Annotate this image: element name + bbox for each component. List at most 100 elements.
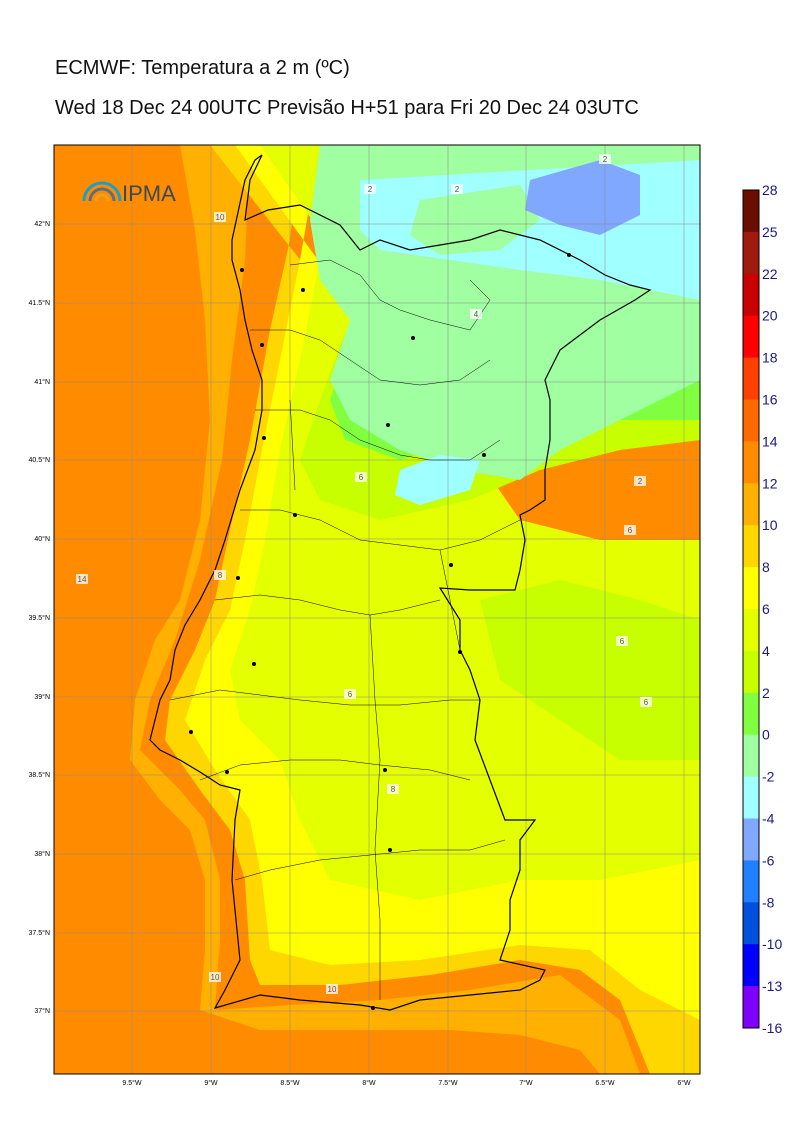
lat-lon-grid	[54, 145, 700, 1074]
lat-label: 39.5°N	[29, 614, 50, 622]
colorbar-label: 0	[762, 727, 770, 743]
lon-label: 9.5°W	[122, 1079, 142, 1087]
contour-label: 10	[216, 213, 225, 222]
colorbar-swatch	[743, 399, 759, 442]
longitude-labels: 9.5°W 9°W 8.5°W 8°W 7.5°W 7°W 6.5°W 6°W	[122, 1079, 691, 1087]
colorbar-label: -10	[762, 936, 782, 952]
contour-label-bg	[470, 309, 482, 319]
colorbar-label: 14	[762, 433, 778, 449]
contour-label: 4	[474, 310, 479, 319]
colorbar-swatch	[743, 692, 759, 736]
lon-label: 8.5°W	[280, 1079, 300, 1087]
cold-cyan-central	[395, 455, 480, 505]
lat-label: 41°N	[34, 378, 50, 386]
colorbar-label: 8	[762, 559, 770, 575]
contour-label: 6	[359, 473, 364, 482]
contour-label: 8	[218, 571, 223, 580]
latitude-labels: 42°N 41.5°N 41°N 40.5°N 40°N 39.5°N 39°N 38.5°N…	[29, 220, 50, 1015]
lat-label: 41.5°N	[29, 299, 50, 307]
colorbar-swatch	[743, 190, 759, 233]
colorbar-label: 22	[762, 266, 778, 282]
colorbar-label: 12	[762, 475, 778, 491]
contour-label-bg	[599, 154, 611, 164]
contour-label-bg	[326, 984, 338, 994]
lat-label: 38°N	[34, 850, 50, 858]
contour-label: 2	[368, 185, 373, 194]
colorbar-swatch	[743, 860, 759, 903]
contour-label: 6	[628, 526, 633, 535]
colorbar-label: 28	[762, 182, 778, 198]
contour-label-bg	[355, 472, 367, 482]
contour-label: 2	[603, 155, 608, 164]
lat-label: 37°N	[34, 1007, 50, 1015]
contour-label: 6	[620, 637, 625, 646]
contour-label-bg	[387, 784, 399, 794]
logo-text: IPMA	[122, 181, 176, 206]
colorbar-swatch	[743, 357, 759, 400]
lat-label: 40°N	[34, 535, 50, 543]
colorbar-label: 18	[762, 350, 778, 366]
colorbar-swatch	[743, 944, 759, 987]
colorbar-swatch	[743, 734, 759, 778]
contour-label-bg	[76, 574, 88, 584]
colorbar-label: 2	[762, 685, 770, 701]
contour-label: 2	[638, 477, 643, 486]
contour-label-bg	[364, 184, 376, 194]
contour-label-bg	[640, 697, 652, 707]
colorbar-label: -6	[762, 852, 775, 868]
colorbar-frame	[742, 189, 760, 1029]
colorbar-label: 6	[762, 601, 770, 617]
lon-label: 9°W	[204, 1079, 218, 1087]
lat-label: 39°N	[34, 693, 50, 701]
colorbar-swatch	[743, 315, 759, 359]
contour-label: 6	[348, 690, 353, 699]
lat-label: 38.5°N	[29, 771, 50, 779]
colorbar-swatch	[743, 441, 759, 484]
contour-label-bg	[209, 972, 221, 982]
contour-label: 2	[455, 185, 460, 194]
colorbar-swatch	[743, 483, 759, 526]
map-title: ECMWF: Temperatura a 2 m (ºC)	[55, 57, 350, 79]
city-markers	[189, 253, 571, 1010]
colorbar-label: 25	[762, 224, 778, 240]
map-subtitle: Wed 18 Dec 24 00UTC Previsão H+51 para F…	[55, 97, 639, 119]
colorbar-label: 4	[762, 643, 770, 659]
colorbar-swatch	[743, 986, 759, 1029]
colorbar-swatch	[743, 609, 759, 652]
lat-label: 40.5°N	[29, 456, 50, 464]
contour-label: 6	[644, 698, 649, 707]
country-border	[149, 154, 652, 1011]
colorbar-swatch	[743, 818, 759, 861]
colorbar-label: -16	[762, 1020, 782, 1036]
colorbar-swatch	[743, 902, 759, 945]
contour-label: 8	[391, 785, 396, 794]
contour-label: 14	[78, 575, 87, 584]
contour-label: 10	[328, 985, 337, 994]
contour-label-bg	[634, 476, 646, 486]
colorbar-label: -4	[762, 811, 775, 827]
contour-label-bg	[344, 689, 356, 699]
ipma-logo: IPMA	[82, 181, 176, 206]
pale-green-pocket	[410, 185, 540, 255]
temperature-field	[54, 145, 700, 1074]
lon-label: 6°W	[677, 1079, 691, 1087]
lon-label: 7.5°W	[438, 1079, 458, 1087]
colorbar-label: -8	[762, 894, 775, 910]
contour-labels: 10 14 2 2 2 6 8 6 6 6 8 10 10 2 4 6	[76, 154, 652, 994]
colorbar-swatch	[743, 650, 759, 694]
colorbar-swatch	[743, 776, 759, 819]
colorbar-swatch	[743, 567, 759, 610]
contour-label-bg	[616, 636, 628, 646]
colorbar-swatch	[743, 273, 759, 317]
colorbar-swatch	[743, 231, 759, 275]
contour-label-bg	[451, 184, 463, 194]
contour-label: 10	[211, 973, 220, 982]
cold-blue-area	[525, 160, 640, 235]
colorbar-label: 10	[762, 517, 778, 533]
contour-label-bg	[624, 525, 636, 535]
contour-label-bg	[214, 570, 226, 580]
lon-label: 8°W	[362, 1079, 376, 1087]
colorbar-label: 16	[762, 392, 778, 408]
